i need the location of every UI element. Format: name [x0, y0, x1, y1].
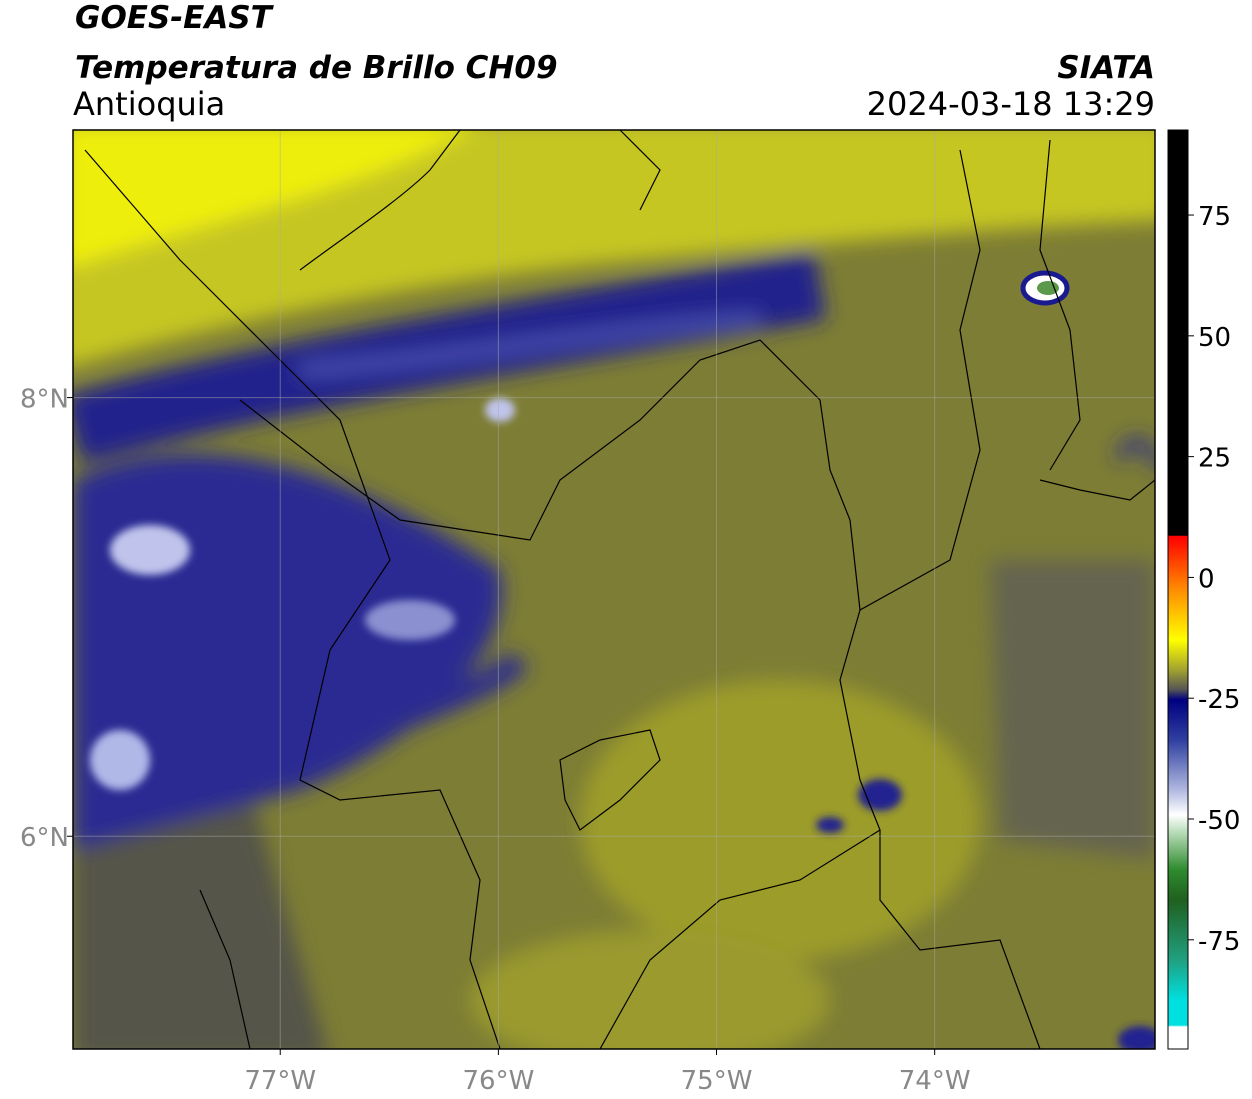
region: Antioquia — [73, 85, 225, 123]
colorbar-tick-label: 50 — [1198, 323, 1231, 353]
y-tick-label: 8°N — [20, 385, 69, 415]
title: GOES-EAST — [75, 0, 275, 36]
colorbar-tick-label: -25 — [1198, 685, 1240, 715]
colorbar-tick-label: 75 — [1198, 202, 1231, 232]
map-frame — [72, 129, 1156, 1050]
colorbar-tick-label: 25 — [1198, 444, 1231, 474]
colorbar-tick-label: -50 — [1198, 806, 1240, 836]
colorbar-tick-label: -75 — [1198, 927, 1240, 957]
source: SIATA — [1057, 50, 1155, 86]
x-tick-label: 77°W — [244, 1066, 316, 1096]
x-tick-label: 74°W — [899, 1066, 971, 1096]
grid — [73, 130, 1155, 1049]
x-tick-label: 75°W — [681, 1066, 753, 1096]
colorbar-tick-label: 0 — [1198, 564, 1215, 594]
x-tick-label: 76°W — [462, 1066, 534, 1096]
datetime: 2024-03-18 13:29 — [867, 85, 1155, 123]
colorbar — [1167, 129, 1189, 1050]
imagery — [73, 130, 1155, 1049]
subtitle: Temperatura de Brillo CH09 — [75, 50, 558, 86]
y-tick-label: 6°N — [20, 823, 69, 853]
